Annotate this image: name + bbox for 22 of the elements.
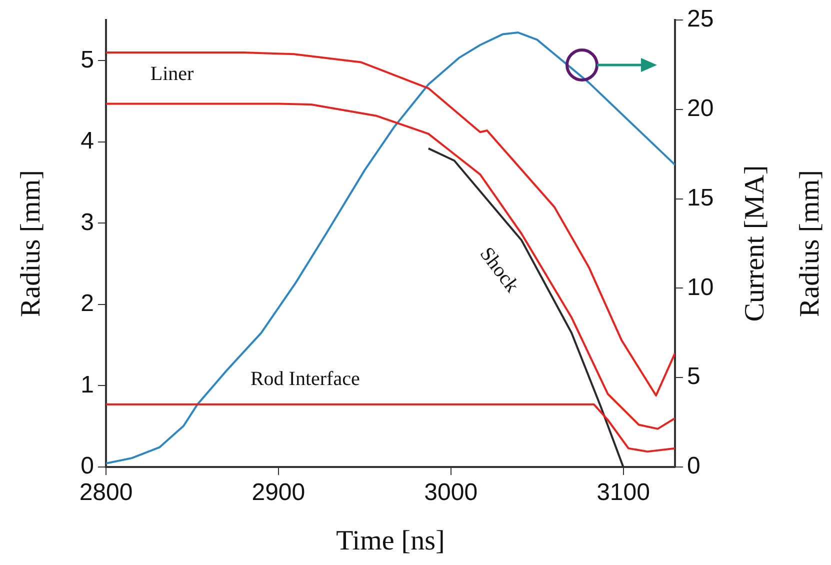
- x-tick-label: 2800: [79, 479, 133, 506]
- y-tick-label: 0: [80, 452, 94, 480]
- y2-tick-label: 0: [687, 452, 700, 480]
- y3-axis-title: Radius [mm]: [794, 170, 826, 317]
- y2-tick-label: 5: [687, 363, 700, 390]
- x-tick-label: 3100: [596, 479, 650, 506]
- y2-tick-label: 10: [687, 274, 714, 301]
- y-tick-label: 4: [80, 128, 94, 155]
- y-tick-label: 2: [80, 290, 94, 318]
- annotation: Liner: [150, 63, 194, 86]
- y2-tick-label: 20: [687, 95, 714, 122]
- x-axis-title: Time [ns]: [336, 525, 445, 556]
- y-tick-label: 3: [80, 208, 94, 236]
- x-tick-label: 3000: [424, 479, 478, 506]
- y2-axis-title: Current [MA]: [739, 165, 770, 322]
- x-tick-label: 2900: [252, 479, 306, 506]
- y-axis-title: Radius [mm]: [15, 170, 46, 317]
- annotation: Rod Interface: [250, 368, 360, 390]
- y2-tick-label: 15: [687, 184, 714, 212]
- y2-tick-label: 25: [687, 6, 714, 33]
- y-tick-label: 5: [80, 46, 94, 74]
- y-tick-label: 1: [80, 371, 94, 398]
